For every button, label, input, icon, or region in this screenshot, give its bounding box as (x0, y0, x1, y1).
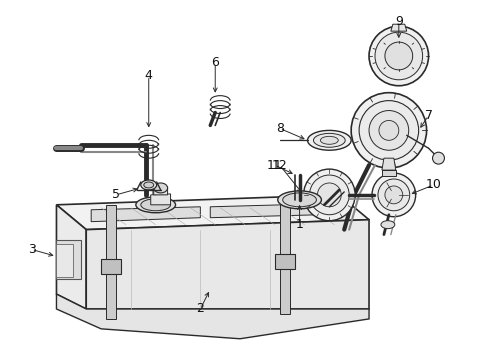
Ellipse shape (153, 183, 167, 193)
Circle shape (309, 175, 348, 215)
Polygon shape (56, 244, 73, 277)
Circle shape (384, 42, 412, 70)
Circle shape (358, 100, 418, 160)
Circle shape (378, 121, 398, 140)
Ellipse shape (136, 197, 175, 213)
Polygon shape (91, 207, 200, 222)
Circle shape (368, 26, 427, 86)
Polygon shape (210, 204, 319, 218)
Polygon shape (150, 194, 170, 205)
Circle shape (317, 183, 341, 207)
Text: 6: 6 (211, 57, 219, 69)
Polygon shape (381, 158, 395, 170)
Ellipse shape (141, 199, 170, 211)
Text: 8: 8 (275, 122, 283, 135)
Circle shape (432, 152, 444, 164)
Text: 3: 3 (28, 243, 36, 256)
Ellipse shape (143, 182, 153, 188)
Circle shape (371, 173, 415, 217)
Circle shape (377, 179, 409, 211)
Polygon shape (279, 200, 289, 314)
Text: 10: 10 (425, 179, 441, 192)
Polygon shape (86, 220, 368, 309)
Text: 12: 12 (271, 159, 287, 172)
Ellipse shape (320, 136, 338, 144)
Ellipse shape (277, 191, 321, 209)
Polygon shape (56, 239, 81, 279)
Circle shape (374, 32, 422, 80)
Polygon shape (381, 170, 395, 176)
Ellipse shape (380, 221, 394, 229)
Polygon shape (56, 294, 368, 339)
Text: 2: 2 (196, 302, 204, 315)
Text: 5: 5 (112, 188, 120, 201)
Circle shape (350, 93, 426, 168)
Polygon shape (101, 260, 121, 274)
Text: 9: 9 (394, 15, 402, 28)
Circle shape (303, 169, 354, 221)
Ellipse shape (313, 133, 345, 147)
Polygon shape (106, 205, 116, 319)
Polygon shape (390, 24, 406, 31)
Polygon shape (56, 195, 368, 230)
Circle shape (384, 186, 402, 204)
Text: 1: 1 (295, 218, 303, 231)
Ellipse shape (307, 130, 350, 150)
Text: 11: 11 (266, 159, 282, 172)
Text: 7: 7 (424, 109, 432, 122)
Ellipse shape (282, 193, 316, 207)
Polygon shape (56, 205, 86, 309)
Circle shape (368, 111, 408, 150)
Ellipse shape (141, 180, 156, 190)
Text: 4: 4 (144, 69, 152, 82)
Polygon shape (274, 255, 294, 269)
Polygon shape (153, 187, 167, 195)
